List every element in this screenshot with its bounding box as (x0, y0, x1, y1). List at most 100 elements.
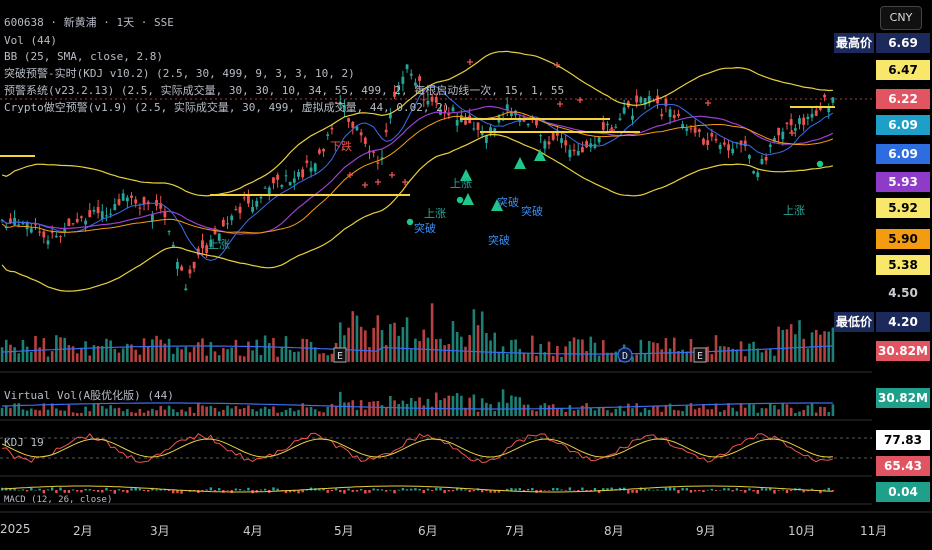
pane-label-macd[interactable]: MACD (12, 26, close) (4, 495, 113, 505)
volume-bar (572, 337, 576, 362)
volume-bar (96, 346, 100, 362)
price-extreme-label: 最高价 (834, 33, 874, 53)
virtual-volume-bar (476, 411, 480, 416)
macd-bar (551, 488, 555, 491)
virtual-volume-bar (798, 411, 801, 416)
virtual-volume-bar (768, 403, 772, 416)
candle-body (681, 124, 685, 128)
candle-body (17, 224, 21, 226)
volume-bar (681, 349, 684, 362)
volume-bar (664, 338, 668, 362)
volume-bar (167, 338, 171, 362)
macd-bar (714, 490, 718, 491)
volume-bar (731, 348, 735, 362)
virtual-volume-bar (522, 404, 526, 416)
legend-crypto-short[interactable]: Crypto做空预警(v1.9) (2.5, 实际成交量, 30, 499, 虚… (4, 101, 450, 114)
virtual-volume-bar (756, 412, 760, 416)
virtual-volume-bar (418, 397, 421, 416)
macd-bar (510, 487, 513, 491)
time-axis-label: 2月 (73, 524, 93, 538)
virtual-volume-bar (259, 408, 263, 416)
macd-bar (359, 489, 363, 491)
legend-alert-system[interactable]: 预警系统(v23.2.13) (2.5, 实际成交量, 30, 30, 10, … (4, 84, 565, 97)
legend-volume[interactable]: Vol (44) (4, 34, 57, 47)
virtual-volume-bar (109, 405, 112, 416)
macd-bar (163, 489, 167, 491)
macd-bar (151, 487, 154, 491)
volume-bar (798, 320, 801, 362)
macd-bar (88, 489, 91, 491)
macd-bar (55, 490, 58, 494)
macd-bar (13, 488, 16, 491)
volume-bar (785, 329, 789, 362)
kdj-value-d: 65.43 (876, 456, 930, 476)
virtual-volume-bar (806, 405, 810, 416)
legend-bollinger[interactable]: BB (25, SMA, close, 2.8) (4, 50, 163, 63)
time-axis-label: 3月 (150, 524, 170, 538)
signal-up-label: 上涨 (208, 238, 230, 251)
candle-body (823, 94, 826, 98)
volume-bar (63, 337, 67, 362)
currency-button[interactable]: CNY (880, 6, 922, 30)
macd-bar (531, 487, 534, 491)
macd-bar (84, 488, 87, 491)
ma-line (1, 105, 834, 235)
macd-bar (735, 488, 739, 491)
virtual-volume-bar (831, 404, 835, 416)
time-axis-label: 6月 (418, 524, 438, 538)
virtual-volume-bar (581, 405, 584, 416)
volume-bar (80, 347, 83, 362)
virtual-volume-bar (702, 403, 705, 416)
volume-bar (138, 354, 142, 362)
virtual-volume-bar (126, 409, 129, 416)
virtual-volume-bar (551, 404, 555, 416)
virtual-volume-bar (698, 407, 701, 416)
candle-body (113, 204, 117, 211)
virtual-volume-bar (234, 406, 238, 416)
volume-bar (718, 346, 722, 362)
candle-body (184, 288, 188, 291)
price-badge: 6.09 (876, 115, 930, 135)
legend-symbol[interactable]: 600638 · 新黄浦 · 1天 · SSE (4, 16, 174, 29)
macd-bar (493, 490, 496, 493)
macd-bar (664, 487, 668, 491)
virtual-volume-bar (593, 410, 597, 416)
volume-bar (397, 335, 401, 362)
macd-bar (46, 489, 50, 491)
candle-body (292, 178, 296, 183)
bollinger-lower (1, 133, 834, 292)
virtual-volume-bar (75, 412, 79, 416)
virtual-volume-bar (827, 412, 831, 416)
macd-bar (172, 490, 175, 494)
buy-signal-triangle (460, 169, 472, 181)
macd-bar (539, 490, 542, 493)
macd-bar (284, 490, 288, 494)
volume-bar (606, 352, 609, 362)
yellow-level-line (460, 118, 610, 120)
macd-bar (0, 487, 4, 491)
virtual-volume-bar (38, 410, 41, 416)
candle-body (272, 177, 275, 184)
virtual-volume-bar (501, 389, 505, 416)
macd-bar (405, 489, 409, 491)
virtual-volume-bar (472, 394, 476, 416)
candle-body (597, 137, 601, 143)
candle-body (551, 132, 555, 140)
volume-bar (230, 347, 234, 362)
volume-bar (222, 347, 225, 362)
candle-body (372, 151, 376, 153)
pane-label-virtual-vol[interactable]: Virtual Vol(A股优化版) (44) (4, 389, 174, 402)
virtual-volume-bar (142, 412, 146, 416)
virtual-volume-bar (389, 395, 392, 416)
virtual-volume-bar (105, 408, 108, 416)
virtual-volume-bar (184, 411, 188, 416)
volume-bar (827, 331, 831, 362)
legend-breakout-alert[interactable]: 突破预警-实时(KDJ v10.2) (2.5, 30, 499, 9, 3, … (4, 67, 355, 80)
macd-bar (96, 490, 100, 492)
virtual-volume-bar (405, 404, 409, 416)
virtual-volume-bar (288, 407, 292, 416)
pane-label-kdj[interactable]: KDJ 19 (4, 436, 44, 449)
ma-line (1, 111, 834, 234)
macd-bar (764, 488, 768, 491)
